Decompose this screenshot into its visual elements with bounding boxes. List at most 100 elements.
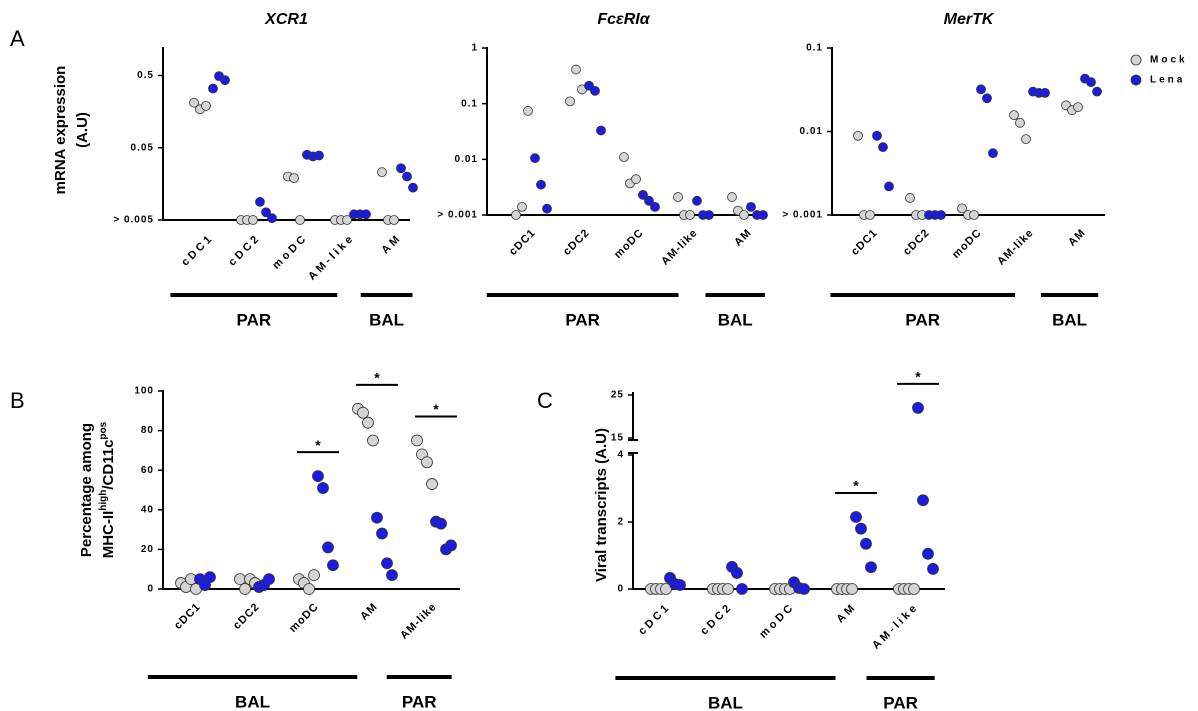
y-tick-label: 100 [134, 386, 154, 397]
y-tick-label: 80 [141, 425, 154, 436]
data-point [850, 511, 862, 523]
data-point [878, 142, 888, 153]
y-axis-label-part: high [98, 490, 109, 511]
y-tick-label: 25 [611, 390, 624, 401]
data-point [673, 192, 683, 202]
group-label: PAR [565, 310, 600, 329]
data-point [396, 163, 406, 174]
data-point [208, 83, 218, 94]
data-point [674, 579, 686, 591]
y-axis-label-part: Viral transcripts (A.U) [593, 428, 610, 582]
data-point [846, 583, 858, 595]
data-point [727, 192, 737, 202]
data-point [536, 179, 546, 190]
data-point [530, 153, 540, 164]
data-point [969, 210, 979, 220]
group-label: PAR [237, 310, 272, 329]
data-point [248, 215, 258, 225]
data-point [204, 571, 216, 584]
group-label: BAL [708, 693, 743, 711]
significance-label: * [915, 369, 921, 385]
data-point [362, 416, 374, 429]
data-point [988, 148, 998, 159]
data-point [377, 167, 387, 178]
data-point [322, 541, 334, 554]
x-tick-label: cDC2 [231, 601, 262, 632]
x-tick-label: AM [732, 227, 754, 249]
data-point [303, 583, 315, 595]
x-tick-label: AM-like [398, 601, 439, 642]
data-point [704, 210, 714, 220]
data-point [884, 181, 894, 192]
y-axis-label-part: (A.U) [74, 112, 91, 148]
y-tick-label: > 0.001 [782, 210, 823, 221]
x-tick-label: moDC [950, 227, 984, 261]
data-point [342, 215, 352, 225]
group-label: BAL [1052, 310, 1087, 329]
group-label: BAL [369, 310, 404, 329]
y-tick-label: 0 [617, 584, 624, 595]
x-tick-label: AM-like [995, 227, 1036, 268]
data-point [314, 150, 324, 161]
y-axis-label-part: /CD11c [100, 440, 117, 490]
significance-label: * [433, 401, 439, 417]
data-point [739, 210, 749, 220]
data-point [255, 197, 265, 207]
data-point [445, 539, 457, 552]
x-tick-label: cDC1 [636, 601, 673, 638]
x-tick-label: cDC1 [849, 227, 880, 258]
data-point [685, 210, 695, 220]
y-tick-label: 0.01 [455, 154, 478, 165]
data-point [421, 456, 433, 469]
legend-marker [1130, 74, 1142, 86]
data-point [234, 573, 246, 585]
data-point [411, 434, 423, 447]
data-point [798, 583, 810, 595]
data-point [571, 64, 581, 75]
data-point [327, 559, 339, 572]
data-point [289, 173, 299, 184]
data-point [860, 537, 872, 550]
x-tick-label: AM [379, 232, 404, 257]
y-axis-label-part: Percentage among [78, 423, 95, 557]
data-point [908, 583, 920, 595]
data-point [220, 75, 230, 86]
data-point [542, 203, 552, 214]
y-tick-label: 0.5 [137, 70, 154, 81]
data-point [590, 85, 600, 96]
data-point [631, 174, 641, 185]
data-point [376, 527, 388, 540]
data-point [865, 561, 877, 574]
data-point [389, 215, 399, 225]
x-tick-label: cDC1 [172, 601, 203, 632]
x-tick-label: cDC2 [698, 601, 735, 638]
data-point [731, 567, 743, 579]
data-point [927, 563, 939, 575]
panel-label: C [537, 388, 553, 413]
data-point [619, 152, 629, 162]
legend-label: Lena [1150, 75, 1185, 86]
y-tick-label: 0.05 [131, 142, 154, 153]
data-point [650, 201, 660, 212]
data-point [865, 210, 875, 220]
data-point [361, 209, 371, 220]
panel-label: B [10, 388, 25, 413]
data-point [239, 583, 251, 595]
data-point [408, 182, 418, 193]
x-tick-label: AM [834, 601, 859, 626]
y-tick-label: 0 [147, 584, 154, 595]
data-point [722, 583, 734, 595]
data-point [357, 406, 369, 419]
x-tick-label: moDC [612, 227, 646, 261]
data-point [371, 511, 383, 524]
group-label: PAR [883, 693, 918, 711]
data-point [660, 583, 672, 595]
y-axis-label: mRNA expression [52, 66, 69, 195]
data-point [917, 494, 929, 507]
x-tick-label: AM-like [870, 601, 921, 652]
x-tick-label: AM-like [659, 227, 700, 268]
data-point [912, 401, 924, 414]
data-point [853, 130, 863, 141]
chart-title: MerTK [944, 11, 995, 28]
